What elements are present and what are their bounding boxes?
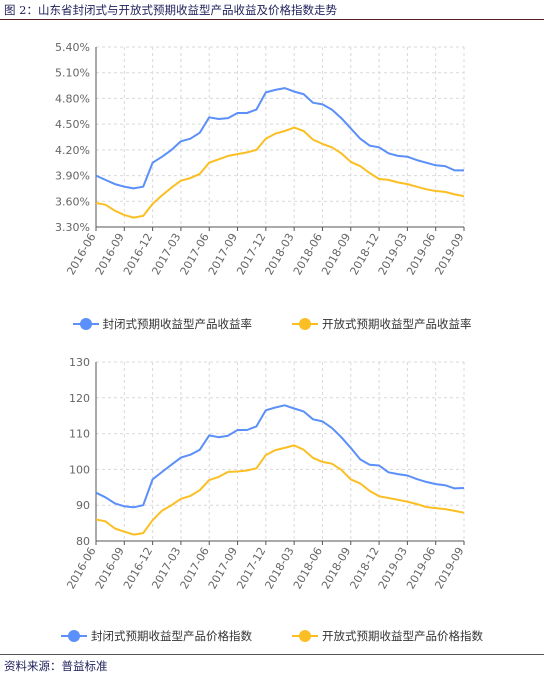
y-tick-label: 3.90% xyxy=(55,170,90,183)
price-index-legend: 封闭式预期收益型产品价格指数 开放式预期收益型产品价格指数 xyxy=(0,628,544,644)
y-tick-label: 110 xyxy=(69,428,90,441)
legend-item-closed[interactable]: 封闭式预期收益型产品价格指数 xyxy=(61,628,252,644)
yield-rate-chart: 3.30% 3.60% 3.90% 4.20% 4.50% 4.80% 5.10% 5.40%… xyxy=(55,41,467,277)
figure-title: 图 2：山东省封闭式与开放式预期收益型产品收益及价格指数走势 xyxy=(4,3,337,17)
y-tick-label: 80 xyxy=(76,535,90,548)
series-line-closed xyxy=(95,87,464,190)
y-tick-label: 120 xyxy=(69,392,90,405)
legend-swatch-icon xyxy=(292,630,318,642)
series-line-open xyxy=(95,444,465,536)
legend-label: 封闭式预期收益型产品价格指数 xyxy=(91,629,252,643)
y-tick-label: 5.10% xyxy=(55,67,90,80)
bottom-rule xyxy=(0,654,544,655)
y-tick-label: 4.20% xyxy=(55,144,90,157)
legend-swatch-icon xyxy=(72,318,99,330)
series-line-closed xyxy=(95,404,465,509)
legend-swatch-icon xyxy=(292,318,318,330)
legend-label: 开放式预期收益型产品收益率 xyxy=(322,317,472,331)
series-line-open xyxy=(95,126,465,219)
y-tick-label: 5.40% xyxy=(55,41,90,54)
price-index-chart: 80901001101201302016-062016-092016-12201… xyxy=(64,356,466,591)
legend-label: 开放式预期收益型产品价格指数 xyxy=(322,629,483,643)
legend-item-open[interactable]: 开放式预期收益型产品价格指数 xyxy=(292,628,483,644)
y-tick-label: 3.60% xyxy=(55,195,90,208)
top-rule xyxy=(0,19,544,20)
legend-item-closed[interactable]: 封闭式预期收益型产品收益率 xyxy=(72,316,253,332)
y-tick-label: 130 xyxy=(69,356,90,369)
yield-rate-legend: 封闭式预期收益型产品收益率 开放式预期收益型产品收益率 xyxy=(0,316,544,332)
y-tick-label: 100 xyxy=(69,463,90,476)
y-tick-label: 90 xyxy=(76,499,90,512)
y-tick-label: 3.30% xyxy=(55,221,90,234)
y-tick-label: 4.50% xyxy=(55,118,90,131)
legend-label: 封闭式预期收益型产品收益率 xyxy=(102,317,253,331)
legend-item-open[interactable]: 开放式预期收益型产品收益率 xyxy=(292,316,472,332)
legend-swatch-icon xyxy=(61,630,87,642)
y-tick-label: 4.80% xyxy=(55,92,90,105)
source-note: 资料来源：普益标准 xyxy=(4,659,108,673)
